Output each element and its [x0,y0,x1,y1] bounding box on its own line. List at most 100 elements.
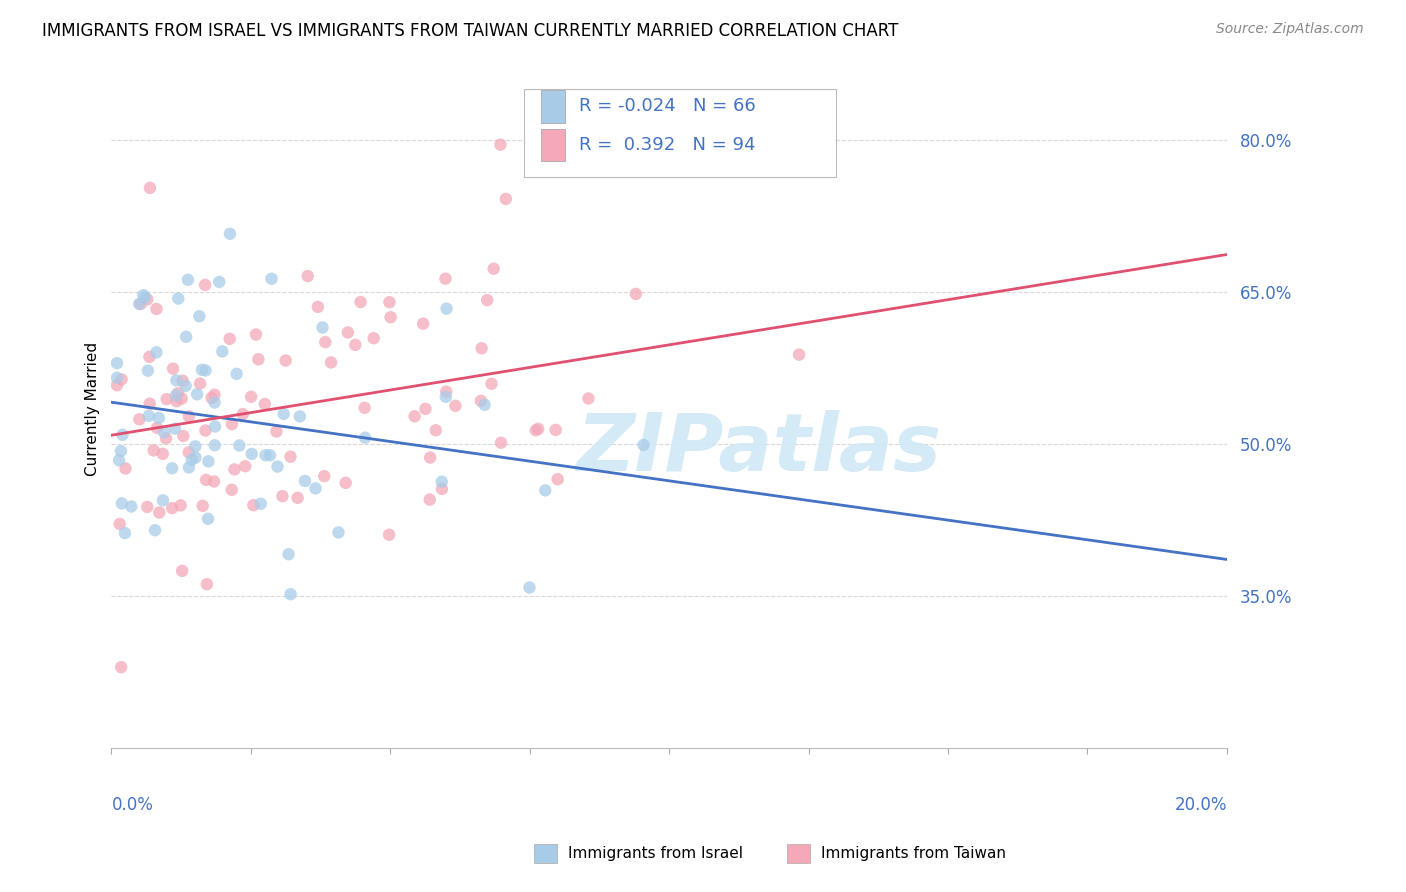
Point [344,338,367,352]
Point [578,392,600,406]
Point [162,361,184,376]
Point [128,297,150,311]
Point [167,386,190,401]
Point [197,512,219,526]
Point [105,356,128,370]
Point [247,352,270,367]
Bar [541,128,565,161]
Point [153,425,176,440]
Point [221,417,243,431]
Point [266,425,288,439]
Point [474,398,496,412]
Point [240,390,263,404]
Point [228,438,250,452]
Point [163,422,186,436]
Point [419,450,441,465]
Point [174,379,197,393]
Point [273,407,295,421]
Point [249,497,271,511]
Point [110,660,132,674]
Point [271,489,294,503]
Point [534,483,557,498]
Point [260,271,283,285]
Point [242,498,264,512]
Point [287,491,309,505]
Point [495,192,517,206]
Point [204,438,226,452]
Point [254,448,277,462]
Point [152,493,174,508]
Point [349,295,371,310]
Y-axis label: Currently Married: Currently Married [86,342,100,475]
Point [253,397,276,411]
Point [624,287,647,301]
Point [204,419,226,434]
Point [148,506,170,520]
Point [132,288,155,302]
Point [177,445,200,459]
Text: 20.0%: 20.0% [1174,796,1227,814]
Point [108,516,131,531]
Point [166,394,188,409]
Point [110,372,132,386]
Point [111,427,134,442]
Point [544,423,567,437]
Point [120,500,142,514]
Point [174,330,197,344]
Point [202,475,225,489]
Point [471,341,494,355]
Point [288,409,311,424]
Point [380,310,402,325]
Point [170,392,193,406]
Point [280,587,302,601]
Point [470,393,492,408]
Point [259,448,281,462]
Point [294,474,316,488]
Point [527,422,550,436]
Point [184,439,207,453]
Point [146,421,169,435]
Point [197,454,219,468]
Point [430,482,453,496]
Point [186,387,208,401]
Text: 0.0%: 0.0% [111,796,153,814]
Point [128,412,150,426]
Point [336,326,359,340]
Point [489,435,512,450]
Bar [541,90,565,122]
Point [274,353,297,368]
Point [200,391,222,405]
Point [114,526,136,541]
Point [195,473,218,487]
Point [378,295,401,310]
Point [165,388,187,402]
Point [266,459,288,474]
Point [136,364,159,378]
Point [304,481,326,495]
Point [191,363,214,377]
Point [129,297,152,311]
Point [145,345,167,359]
Point [172,429,194,443]
Point [353,401,375,415]
Point [211,344,233,359]
Point [155,431,177,445]
Point [225,367,247,381]
Point [167,292,190,306]
Point [170,499,193,513]
Point [165,373,187,387]
Point [160,501,183,516]
Point [481,376,503,391]
Point [233,459,256,474]
Point [335,475,357,490]
Text: R =  0.392   N = 94: R = 0.392 N = 94 [579,136,755,154]
Point [434,271,457,285]
Point [138,350,160,364]
Point [363,331,385,345]
Point [138,397,160,411]
Point [232,407,254,421]
Point [218,332,240,346]
Point [195,577,218,591]
Point [404,409,426,424]
Point [177,273,200,287]
